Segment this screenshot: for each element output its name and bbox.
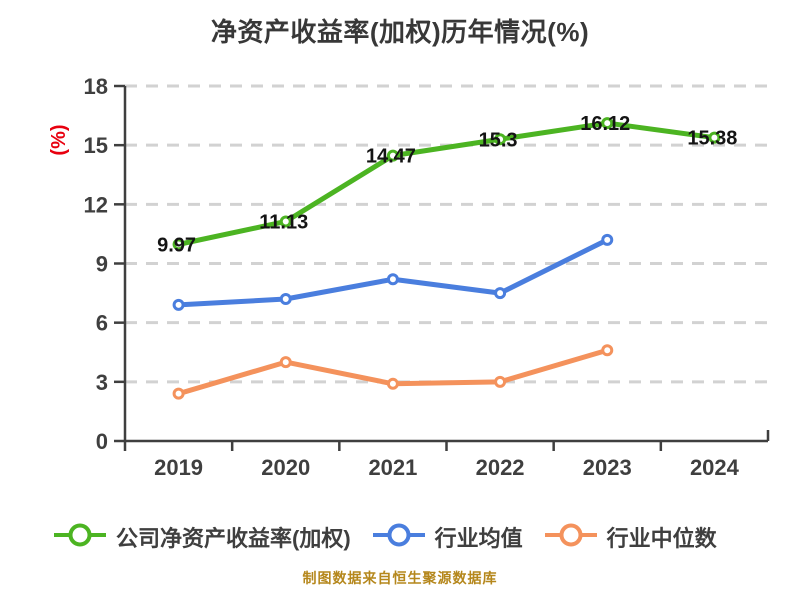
y-tick-label: 12 bbox=[84, 192, 108, 217]
y-tick-label: 0 bbox=[96, 429, 108, 454]
data-point-series-2 bbox=[172, 387, 185, 400]
legend-label-industry-median: 行业中位数 bbox=[606, 526, 717, 551]
data-point-series-0 bbox=[279, 215, 292, 228]
legend-item-company-roe: 公司净资产收益率(加权) bbox=[54, 521, 351, 553]
data-label: 14.47 bbox=[366, 146, 416, 168]
data-point-series-1 bbox=[172, 298, 185, 311]
line-chart-plot-area: 0 3 6 9 12 15 18 2019 2020 2021 2022 2023 2024 9.97 11… bbox=[84, 74, 770, 480]
data-point-series-1 bbox=[494, 287, 507, 300]
data-point-series-2 bbox=[279, 356, 292, 369]
blue-line-marker-icon bbox=[372, 522, 425, 553]
x-tick-label: 2022 bbox=[476, 455, 525, 480]
chart-title: 净资产收益率(加权)历年情况(%) bbox=[210, 17, 590, 47]
orange-line-marker-icon bbox=[544, 522, 597, 553]
data-point-series-2 bbox=[601, 344, 614, 357]
data-label: 15.38 bbox=[687, 128, 737, 150]
data-point-series-0 bbox=[601, 117, 614, 130]
data-source-note: 制图数据来自恒生聚源数据库 bbox=[302, 570, 498, 586]
data-point-series-2 bbox=[494, 375, 507, 388]
data-point-series-0 bbox=[386, 149, 399, 162]
green-line-marker-icon bbox=[54, 522, 106, 553]
series-line-1 bbox=[176, 237, 610, 308]
data-label: 11.13 bbox=[259, 211, 308, 233]
data-label: 16.12 bbox=[580, 113, 630, 135]
legend-item-industry-median: 行业中位数 bbox=[544, 521, 717, 553]
legend-item-industry-mean: 行业均值 bbox=[372, 521, 523, 553]
chart-legend: 公司净资产收益率(加权) 行业均值 行业中位数 bbox=[0, 515, 800, 559]
x-tick-label: 2024 bbox=[690, 455, 740, 480]
data-point-series-1 bbox=[601, 233, 614, 246]
y-tick-label: 3 bbox=[96, 370, 108, 395]
data-point-series-0 bbox=[494, 133, 507, 146]
data-point-series-2 bbox=[386, 377, 399, 390]
legend-label-industry-mean: 行业均值 bbox=[434, 526, 523, 551]
legend-label-company-roe: 公司净资产收益率(加权) bbox=[116, 526, 351, 551]
data-point-series-1 bbox=[386, 273, 399, 286]
x-tick-label: 2019 bbox=[154, 455, 203, 480]
y-tick-label: 6 bbox=[96, 311, 108, 336]
x-tick-label: 2020 bbox=[261, 455, 310, 480]
y-tick-label: 9 bbox=[96, 252, 108, 277]
data-label: 15.3 bbox=[479, 129, 518, 151]
data-point-series-0 bbox=[708, 131, 721, 144]
x-tick-label: 2023 bbox=[583, 455, 632, 480]
series-line-0 bbox=[176, 120, 717, 247]
data-point-series-1 bbox=[279, 293, 292, 305]
x-tick-label: 2021 bbox=[368, 455, 417, 480]
y-tick-label: 15 bbox=[84, 133, 108, 158]
y-tick-label: 18 bbox=[84, 74, 108, 99]
data-label: 9.97 bbox=[157, 234, 196, 256]
data-point-series-0 bbox=[172, 238, 185, 251]
